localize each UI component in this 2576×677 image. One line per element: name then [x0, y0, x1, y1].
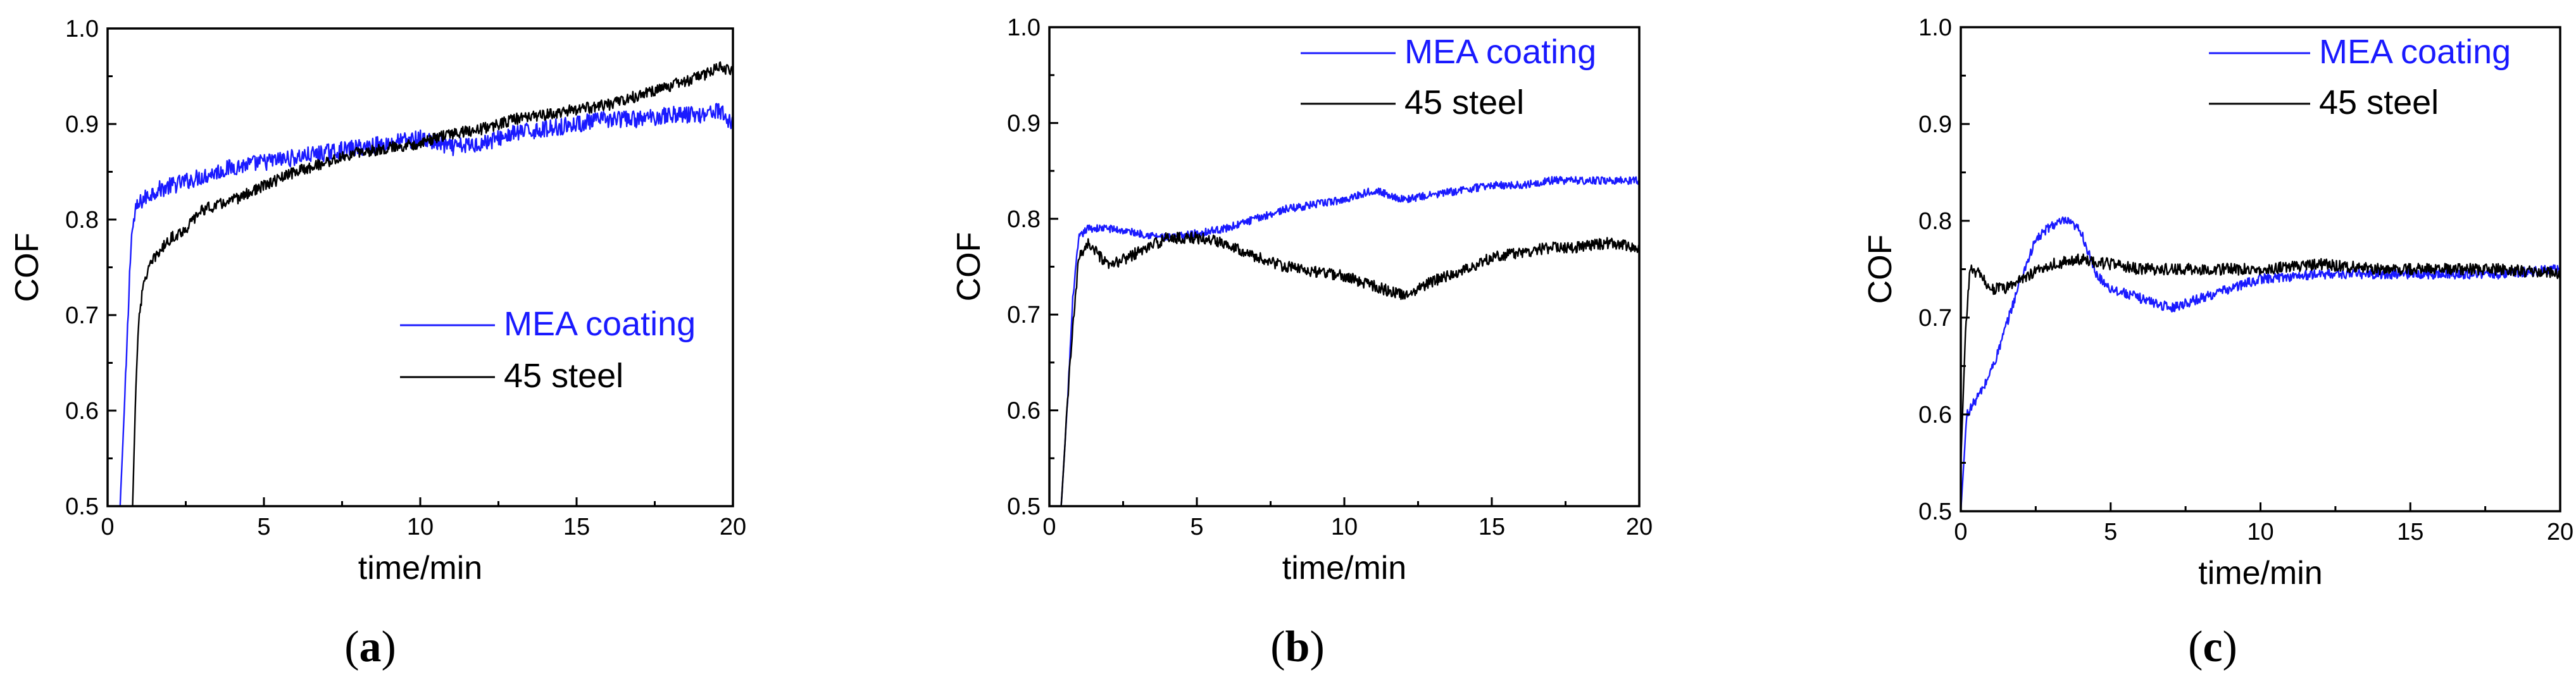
y-tick-label: 1.0 — [1918, 15, 1952, 41]
y-tick-label: 0.8 — [1918, 208, 1952, 235]
panel-label: (b) — [1270, 623, 1325, 671]
chart-panel-b: 0 5 10 15 20 0.5 0.6 0.7 0.8 0.9 1.0 time/min COF MEA… — [951, 15, 1653, 671]
y-tick-label: 0.8 — [65, 207, 99, 233]
x-axis-title: time/min — [358, 550, 482, 587]
x-tick-label: 0 — [1954, 519, 1967, 545]
chart-panel-a: 0 5 10 15 20 0.5 0.6 0.7 0.8 0.9 1.0 time/min COF MEA… — [9, 16, 746, 671]
legend-label: MEA coating — [2319, 33, 2511, 71]
panel-label: (a) — [344, 623, 396, 671]
legend: MEA coating 45 steel — [2209, 33, 2511, 121]
y-tick-label: 1.0 — [65, 16, 99, 42]
x-tick-label: 5 — [1190, 514, 1203, 540]
y-tick-label: 0.5 — [1007, 494, 1041, 520]
series-line-mea-coating — [1961, 216, 2560, 511]
y-tick-label: 0.9 — [65, 111, 99, 138]
y-axis-title: COF — [9, 233, 46, 302]
series-line-45-steel — [132, 61, 733, 506]
legend-label: 45 steel — [1404, 84, 1524, 121]
plot-frame — [106, 27, 734, 507]
x-tick-label: 15 — [563, 514, 590, 540]
series-line-45-steel — [1961, 253, 2560, 463]
x-tick-label: 20 — [1626, 514, 1653, 540]
x-tick-label: 15 — [2397, 519, 2423, 545]
x-tick-label: 10 — [407, 514, 434, 540]
legend: MEA coating 45 steel — [400, 305, 696, 395]
y-tick-label: 0.7 — [1918, 305, 1952, 332]
y-tick-label: 0.6 — [65, 398, 99, 425]
x-tick-label: 20 — [720, 514, 746, 540]
x-tick-label: 10 — [2247, 519, 2273, 545]
chart-panel-c: 0 5 10 15 20 0.5 0.6 0.7 0.8 0.9 1.0 time/min COF MEA… — [1862, 15, 2573, 671]
x-tick-label: 0 — [1042, 514, 1056, 540]
legend-label: 45 steel — [2319, 84, 2439, 121]
x-axis-title: time/min — [2198, 555, 2322, 592]
y-tick-label: 0.6 — [1918, 402, 1952, 428]
y-tick-label: 0.9 — [1007, 110, 1041, 137]
x-axis-title: time/min — [1282, 550, 1406, 587]
y-tick-label: 0.8 — [1007, 206, 1041, 233]
legend-label: MEA coating — [504, 305, 696, 343]
legend-label: MEA coating — [1404, 33, 1596, 71]
y-tick-label: 0.5 — [1918, 499, 1952, 525]
panel-label: (c) — [2188, 623, 2237, 671]
y-tick-label: 0.5 — [65, 494, 99, 520]
plot-frame — [1048, 26, 1641, 507]
legend: MEA coating 45 steel — [1301, 33, 1596, 121]
y-tick-label: 0.7 — [65, 302, 99, 329]
x-tick-label: 10 — [1331, 514, 1358, 540]
legend-label: 45 steel — [504, 357, 623, 395]
y-axis-title: COF — [951, 232, 987, 302]
x-tick-label: 5 — [2104, 519, 2117, 545]
x-tick-label: 5 — [257, 514, 270, 540]
y-tick-label: 1.0 — [1007, 15, 1041, 41]
y-tick-label: 0.6 — [1007, 398, 1041, 425]
x-tick-label: 0 — [101, 514, 114, 540]
x-tick-label: 15 — [1479, 514, 1505, 540]
series-line-45-steel — [1060, 232, 1639, 506]
x-tick-label: 20 — [2547, 519, 2573, 545]
y-tick-label: 0.9 — [1918, 111, 1952, 138]
series-line-mea-coating — [1060, 176, 1639, 506]
y-tick-label: 0.7 — [1007, 302, 1041, 328]
y-axis-title: COF — [1862, 235, 1899, 304]
